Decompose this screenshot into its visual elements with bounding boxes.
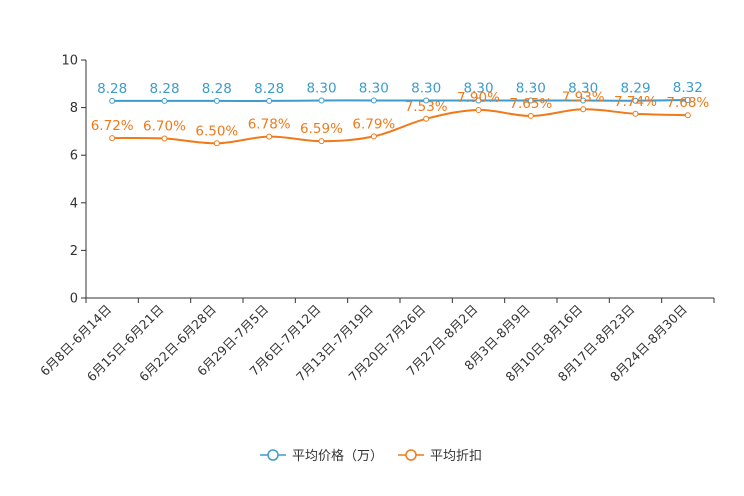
price-data-point — [213, 97, 220, 104]
discount-data-point — [527, 112, 534, 119]
price-data-point — [109, 97, 116, 104]
chart-data-labels: 8.28 8.28 8.28 8.28 8.30 8.30 8.30 8.30 8.30 8.30… — [91, 80, 710, 139]
discount-data-label: 6.70% — [143, 119, 186, 135]
chart-axes: 02468106月8日-6月14日6月15日-6月21日6月22日-6月28日6… — [37, 54, 715, 384]
price-data-point — [580, 97, 587, 104]
discount-data-point — [632, 110, 639, 117]
chart-legend[interactable]: 平均价格（万） 平均折扣 — [260, 448, 482, 464]
price-data-label: 8.30 — [568, 80, 598, 96]
price-data-label: 8.28 — [254, 81, 284, 97]
y-tick-label: 6 — [70, 149, 78, 164]
price-data-label: 8.28 — [97, 81, 127, 97]
legend-label: 平均折扣 — [430, 449, 482, 464]
price-data-point — [632, 97, 639, 104]
discount-data-label: 6.72% — [91, 118, 134, 134]
legend-label: 平均价格（万） — [292, 448, 383, 464]
chart-series — [109, 96, 691, 147]
y-tick-label: 8 — [70, 101, 78, 116]
discount-data-label: 7.90% — [457, 90, 500, 106]
discount-data-point — [475, 106, 482, 113]
price-data-label: 8.30 — [411, 80, 441, 96]
price-data-label: 8.28 — [149, 81, 179, 97]
price-data-point — [684, 96, 691, 103]
y-tick-label: 2 — [70, 244, 78, 259]
price-data-point — [423, 97, 430, 104]
discount-data-label: 7.93% — [562, 89, 605, 105]
legend-marker-icon — [267, 449, 279, 461]
legend-item-price[interactable]: 平均价格（万） — [260, 448, 383, 464]
discount-data-point — [161, 135, 168, 142]
price-data-point — [318, 97, 325, 104]
price-series-line — [112, 98, 688, 102]
discount-data-label: 7.65% — [509, 96, 552, 112]
price-data-point — [475, 97, 482, 104]
discount-data-point — [370, 133, 377, 140]
price-data-label: 8.30 — [463, 80, 493, 96]
price-data-point — [266, 97, 273, 104]
discount-data-point — [318, 138, 325, 145]
legend-item-discount[interactable]: 平均折扣 — [398, 449, 482, 464]
discount-data-point — [684, 112, 691, 119]
legend-marker-icon — [405, 449, 417, 461]
discount-data-label: 6.50% — [195, 123, 238, 139]
discount-data-label: 7.68% — [666, 95, 709, 111]
discount-data-point — [423, 115, 430, 122]
discount-data-label: 7.74% — [614, 94, 657, 110]
price-data-point — [370, 97, 377, 104]
discount-data-label: 7.53% — [405, 99, 448, 115]
y-tick-label: 10 — [61, 54, 78, 69]
discount-data-label: 6.79% — [352, 116, 395, 132]
y-tick-label: 0 — [70, 292, 78, 307]
y-tick-label: 4 — [70, 196, 78, 211]
price-data-label: 8.30 — [359, 80, 389, 96]
price-data-label: 8.30 — [516, 80, 546, 96]
discount-series-line — [112, 108, 688, 145]
discount-data-label: 6.59% — [300, 121, 343, 137]
discount-data-label: 6.78% — [248, 117, 291, 133]
price-data-point — [161, 97, 168, 104]
discount-data-point — [109, 135, 116, 142]
price-data-label: 8.30 — [306, 80, 336, 96]
price-data-point — [527, 97, 534, 104]
price-data-label: 8.28 — [202, 81, 232, 97]
price-data-label: 8.29 — [620, 81, 650, 97]
discount-data-point — [580, 106, 587, 113]
discount-data-point — [213, 140, 220, 147]
discount-data-point — [266, 133, 273, 140]
price-data-label: 8.32 — [673, 80, 703, 96]
